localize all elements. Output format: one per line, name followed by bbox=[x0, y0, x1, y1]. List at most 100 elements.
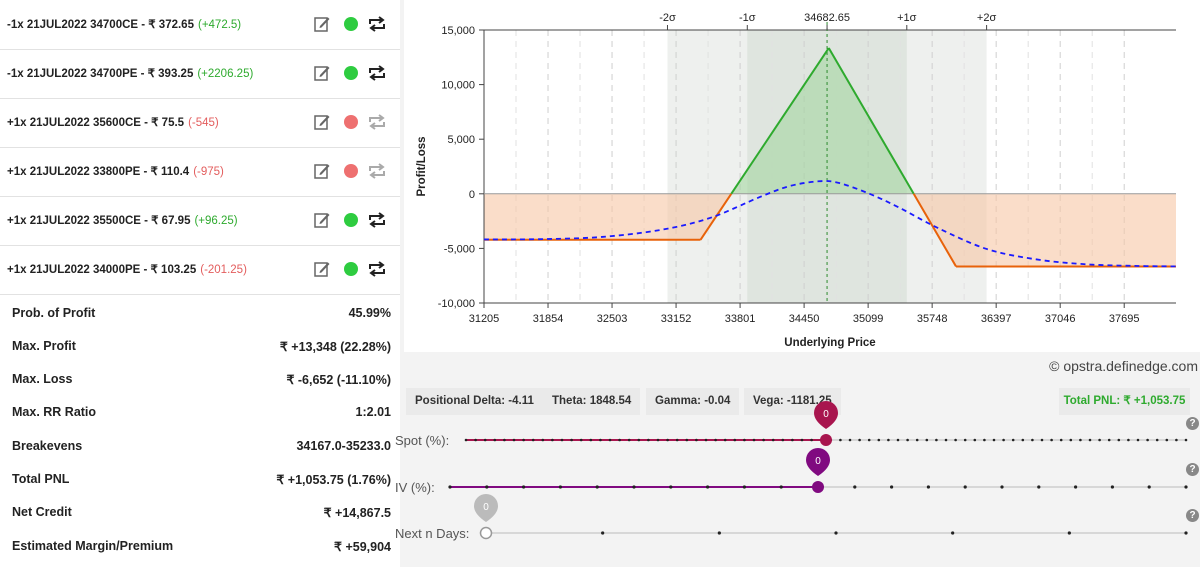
status-toggle-dot[interactable] bbox=[344, 17, 358, 31]
status-toggle-dot[interactable] bbox=[344, 115, 358, 129]
swap-icon[interactable] bbox=[367, 211, 387, 229]
iv-slider-step-dot bbox=[1000, 485, 1004, 489]
edit-icon[interactable] bbox=[313, 260, 331, 278]
edit-icon[interactable] bbox=[313, 15, 331, 33]
spot-slider-step-dot bbox=[954, 438, 957, 442]
y-tick-label: -10,000 bbox=[438, 298, 475, 310]
iv-slider-step-dot bbox=[742, 485, 747, 489]
stat-max-rr: Max. RR Ratio 1:2.01 bbox=[0, 395, 400, 428]
spot-help-icon[interactable]: ? bbox=[1186, 417, 1199, 430]
position-row: +1x 21JUL2022 35600CE - ₹ 75.5 (-545) bbox=[0, 98, 400, 148]
x-tick-label: 37695 bbox=[1109, 313, 1140, 325]
spot-slider-step-dot bbox=[771, 438, 775, 442]
spot-slider-step-dot bbox=[560, 438, 564, 442]
iv-slider-value-label: 0 bbox=[815, 456, 821, 467]
greek-gamma: Gamma: -0.04 bbox=[646, 388, 740, 415]
spot-slider-step-dot bbox=[867, 438, 871, 442]
days-slider-step-dot bbox=[1184, 531, 1188, 535]
spot-slider-step-dot bbox=[1155, 438, 1159, 442]
stat-value: ₹ +14,867.5 bbox=[323, 506, 391, 520]
stat-value: 1:2.01 bbox=[355, 405, 391, 419]
stat-max-profit: Max. Profit ₹ +13,348 (22.28%) bbox=[0, 329, 400, 362]
position-label: +1x 21JUL2022 33800PE - ₹ 110.4 (-975) bbox=[7, 164, 224, 178]
days-slider-value-pin bbox=[474, 494, 498, 522]
spot-slider-step-dot bbox=[983, 438, 986, 442]
stat-value: ₹ +59,904 bbox=[334, 540, 391, 554]
spot-slider-step-dot bbox=[810, 438, 813, 442]
days-slider-step-dot bbox=[1067, 531, 1071, 535]
days-slider-step-dot bbox=[484, 531, 488, 535]
expiry-pl-segment bbox=[827, 47, 915, 195]
swap-icon[interactable] bbox=[367, 64, 387, 82]
iv-slider-step-dot bbox=[963, 485, 967, 489]
stat-label: Max. Loss bbox=[12, 372, 73, 386]
spot-slider-step-dot bbox=[1146, 438, 1149, 442]
iv-slider-step-dot bbox=[1184, 485, 1188, 489]
spot-slider-step-dot bbox=[675, 438, 679, 442]
sigma-label: +2σ bbox=[977, 12, 997, 24]
swap-icon[interactable] bbox=[367, 162, 387, 180]
stat-breakevens: Breakevens 34167.0-35233.0 bbox=[0, 429, 400, 462]
iv-slider-step-dot bbox=[706, 485, 710, 489]
spot-slider-step-dot bbox=[944, 438, 948, 442]
iv-slider-label: IV (%): bbox=[395, 480, 435, 495]
spot-slider-step-dot bbox=[666, 438, 669, 442]
status-toggle-dot[interactable] bbox=[344, 213, 358, 227]
position-row: +1x 21JUL2022 34000PE - ₹ 103.25 (-201.25… bbox=[0, 245, 400, 295]
spot-slider-step-dot bbox=[579, 438, 583, 442]
edit-icon[interactable] bbox=[313, 162, 331, 180]
spot-slider-step-dot bbox=[791, 438, 794, 442]
days-help-icon[interactable]: ? bbox=[1186, 509, 1199, 522]
status-toggle-dot[interactable] bbox=[344, 262, 358, 276]
swap-icon[interactable] bbox=[367, 260, 387, 278]
spot-slider-step-dot bbox=[1098, 438, 1101, 442]
spot-slider-step-dot bbox=[695, 438, 698, 442]
swap-icon[interactable] bbox=[367, 15, 387, 33]
swap-icon[interactable] bbox=[367, 113, 387, 131]
spot-slider-step-dot bbox=[608, 438, 612, 442]
spot-slider-step-dot bbox=[819, 438, 823, 442]
payoff-chart: 15,000 10,000 5,000 0 -5,000 -10,000 31205 3185… bbox=[416, 12, 1177, 349]
copyright-credit: © opstra.definedge.com bbox=[1049, 358, 1198, 374]
iv-help-icon[interactable]: ? bbox=[1186, 463, 1199, 476]
spot-slider-step-dot bbox=[589, 438, 593, 442]
spot-slider-step-dot bbox=[704, 438, 708, 442]
edit-icon[interactable] bbox=[313, 211, 331, 229]
days-slider-value-label: 0 bbox=[483, 502, 489, 513]
position-row: +1x 21JUL2022 35500CE - ₹ 67.95 (+96.25) bbox=[0, 196, 400, 246]
y-tick-label: 10,000 bbox=[441, 80, 475, 92]
spot-slider-step-dot bbox=[1088, 438, 1092, 442]
status-toggle-dot[interactable] bbox=[344, 66, 358, 80]
spot-slider-step-dot bbox=[762, 438, 765, 442]
days-slider-step-dot bbox=[834, 531, 838, 535]
spot-slider-step-dot bbox=[963, 438, 967, 442]
spot-slider-handle[interactable] bbox=[820, 434, 832, 446]
today-pl-curve bbox=[483, 180, 1177, 268]
positions-panel: -1x 21JUL2022 34700CE - ₹ 372.65 (+472.5)… bbox=[0, 0, 400, 567]
iv-slider-step-dot bbox=[890, 485, 894, 489]
edit-icon[interactable] bbox=[313, 64, 331, 82]
x-tick-label: 36397 bbox=[981, 313, 1012, 325]
x-tick-label: 34450 bbox=[789, 313, 820, 325]
spot-slider-step-dot bbox=[551, 438, 554, 442]
stat-margin: Estimated Margin/Premium ₹ +59,904 bbox=[0, 529, 400, 562]
spot-slider-step-dot bbox=[637, 438, 641, 442]
spot-slider-step-dot bbox=[1184, 438, 1188, 442]
spot-slider-step-dot bbox=[906, 438, 909, 442]
position-row: -1x 21JUL2022 34700CE - ₹ 372.65 (+472.5) bbox=[0, 0, 400, 50]
days-slider-handle[interactable] bbox=[479, 526, 493, 540]
iv-slider-step-dot bbox=[558, 485, 563, 489]
days-slider-label: Next n Days: bbox=[395, 526, 470, 541]
iv-slider-handle[interactable] bbox=[812, 481, 824, 493]
position-label: -1x 21JUL2022 34700PE - ₹ 393.25 (+2206.2… bbox=[7, 66, 253, 80]
position-row: -1x 21JUL2022 34700PE - ₹ 393.25 (+2206.2… bbox=[0, 49, 400, 99]
spot-slider-step-dot bbox=[522, 438, 525, 442]
x-tick-label: 33152 bbox=[661, 313, 692, 325]
stat-value: ₹ +13,348 (22.28%) bbox=[279, 340, 391, 354]
status-toggle-dot[interactable] bbox=[344, 164, 358, 178]
x-axis-label: Underlying Price bbox=[784, 337, 875, 349]
profit-area bbox=[484, 48, 1176, 194]
spot-slider-step-dot bbox=[973, 438, 977, 442]
edit-icon[interactable] bbox=[313, 113, 331, 131]
spot-slider-step-dot bbox=[656, 438, 660, 442]
